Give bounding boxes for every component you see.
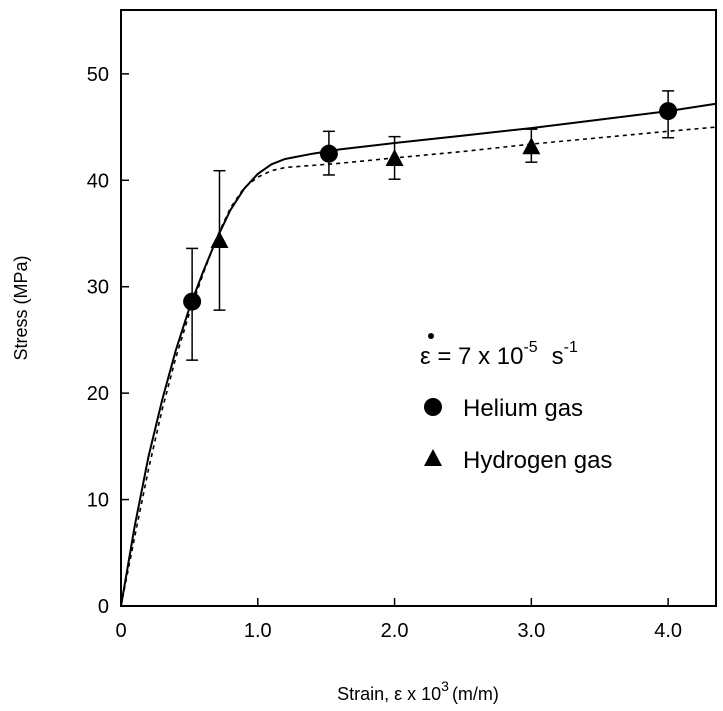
helium-data-point bbox=[659, 102, 678, 121]
strain-rate-dot bbox=[428, 333, 434, 339]
hydrogen-data-point bbox=[385, 149, 404, 166]
y-tick-label: 40 bbox=[87, 170, 109, 192]
series-1-fit-line bbox=[120, 126, 717, 607]
strain-rate-symbol: ε bbox=[420, 343, 431, 370]
x-tick-label: 1.0 bbox=[244, 620, 272, 642]
x-tick-label: 3.0 bbox=[517, 620, 545, 642]
x-axis-title-unit: (m/m) bbox=[452, 684, 499, 704]
fit-curves bbox=[120, 102, 717, 607]
legend-helium-marker bbox=[424, 398, 442, 416]
x-tick-label: 2.0 bbox=[381, 620, 409, 642]
x-axis-title: Strain, ε x 103 (m/m) bbox=[337, 678, 499, 704]
helium-data-point bbox=[183, 292, 202, 311]
legend: ε = 7 x 10-5 s-1 Helium gas Hydrogen gas bbox=[420, 333, 612, 474]
x-tick-label: 4.0 bbox=[654, 620, 682, 642]
y-tick-label: 0 bbox=[98, 596, 109, 618]
axis-ticks: 0 1.0 2.0 3.0 4.0 0 10 20 30 40 50 bbox=[87, 64, 682, 642]
y-tick-label: 10 bbox=[87, 490, 109, 512]
legend-helium-label: Helium gas bbox=[463, 395, 583, 422]
strain-rate-unit-exponent: -1 bbox=[564, 339, 578, 356]
legend-hydrogen-marker bbox=[424, 449, 442, 466]
data-markers bbox=[183, 102, 678, 311]
error-bars bbox=[186, 90, 675, 361]
strain-rate-text: = 7 x 10 bbox=[431, 343, 524, 370]
y-tick-label: 20 bbox=[87, 383, 109, 405]
y-tick-label: 50 bbox=[87, 64, 109, 86]
hydrogen-data-point bbox=[210, 230, 229, 248]
x-axis-title-exponent: 3 bbox=[441, 678, 449, 694]
y-tick-label: 30 bbox=[87, 277, 109, 299]
plot-area-frame bbox=[120, 9, 717, 607]
x-tick-label: 0 bbox=[115, 620, 126, 642]
hydrogen-data-point bbox=[522, 137, 541, 155]
series-0-fit-line bbox=[120, 102, 717, 607]
strain-rate-label: ε = 7 x 10-5 s-1 bbox=[420, 339, 578, 370]
strain-rate-unit: s bbox=[552, 343, 564, 370]
helium-data-point bbox=[319, 144, 338, 163]
strain-rate-exponent: -5 bbox=[523, 339, 537, 356]
y-axis-title: Stress (MPa) bbox=[11, 255, 31, 360]
x-axis-title-main: Strain, ε x 10 bbox=[337, 684, 441, 704]
legend-hydrogen-label: Hydrogen gas bbox=[463, 447, 612, 474]
